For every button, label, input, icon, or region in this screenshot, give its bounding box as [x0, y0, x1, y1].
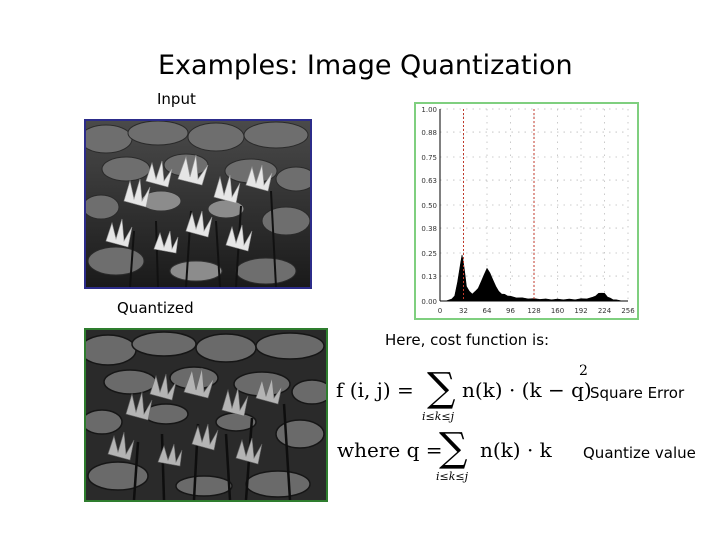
y-tick-label: 0.38	[421, 225, 437, 233]
y-tick-label: 0.50	[421, 202, 437, 210]
formula-q-sum-symbol: ∑	[439, 425, 468, 471]
x-tick-label: 128	[527, 307, 540, 315]
x-tick-label: 224	[598, 307, 612, 315]
y-tick-label: 0.75	[421, 154, 437, 162]
x-tick-label: 160	[551, 307, 564, 315]
x-tick-label: 0	[438, 307, 442, 315]
y-tick-label: 0.13	[421, 273, 437, 281]
quantized-image	[84, 328, 328, 502]
formula-q-lhs: where q =	[337, 438, 443, 462]
formula-f-body: n(k) · (k − q)	[462, 378, 592, 402]
x-tick-label: 64	[483, 307, 492, 315]
input-image	[84, 119, 312, 289]
cost-function-intro: Here, cost function is:	[385, 331, 550, 349]
x-tick-label: 32	[459, 307, 468, 315]
input-label: Input	[157, 90, 196, 108]
y-tick-label: 0.00	[421, 298, 437, 306]
histogram-chart: 0 32 64 96 128 160 192 224 256 0.00 0.13 0.25 0.38 0.…	[414, 102, 639, 320]
formula-f-lhs: f (i, j) =	[336, 378, 414, 402]
y-tick-label: 1.00	[421, 106, 437, 114]
input-waterlily-photo	[86, 121, 310, 287]
quantized-waterlily-photo	[86, 330, 326, 500]
quantized-label: Quantized	[117, 299, 194, 317]
x-tick-label: 256	[621, 307, 635, 315]
y-tick-label: 0.63	[421, 177, 437, 185]
histogram-svg: 0 32 64 96 128 160 192 224 256 0.00 0.13 0.25 0.38 0.…	[421, 106, 635, 315]
square-error-label: Square Error	[590, 384, 685, 402]
slide-title: Examples: Image Quantization	[158, 50, 573, 81]
formula-f-exponent: 2	[579, 363, 588, 379]
formula-q-sum-range: i≤k≤j	[436, 470, 469, 483]
histogram-area	[440, 254, 628, 302]
formula-f-sum-range: i≤k≤j	[422, 410, 455, 423]
x-tick-label: 96	[506, 307, 515, 315]
x-tick-label: 192	[574, 307, 587, 315]
y-tick-label: 0.25	[421, 250, 437, 258]
y-tick-label: 0.88	[421, 129, 437, 137]
formula-q-body: n(k) · k	[480, 438, 552, 462]
quantize-value-label: Quantize value	[583, 444, 696, 462]
formula-f-sum-symbol: ∑	[427, 365, 456, 411]
